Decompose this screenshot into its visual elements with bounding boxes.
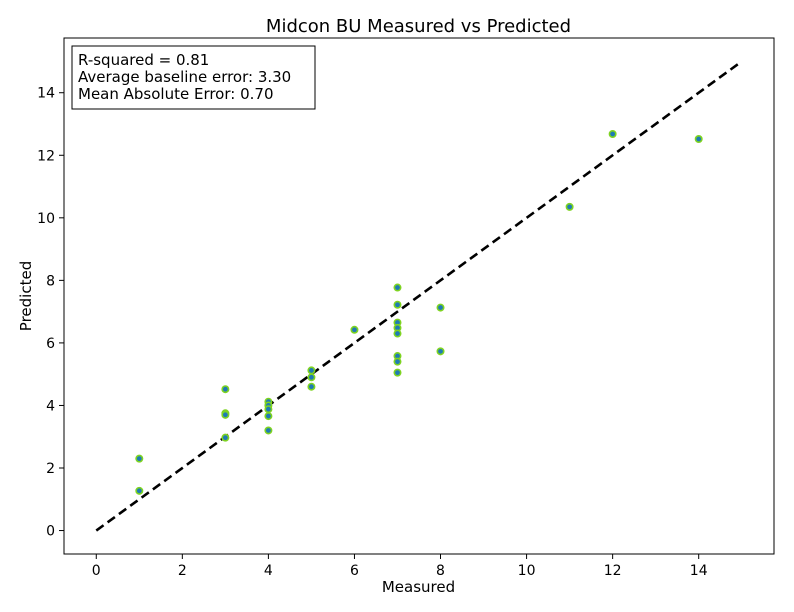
x-tick-label: 8 [436,563,445,579]
data-point [307,366,316,375]
x-tick-label: 10 [518,563,536,579]
data-point [221,410,230,419]
y-tick-label: 4 [46,398,55,414]
data-points [135,130,703,495]
data-point [350,325,359,334]
x-axis-ticks: 0 2 4 6 8 10 12 14 [92,554,708,579]
y-tick-label: 0 [46,524,55,540]
data-point [436,303,445,312]
data-point [135,486,144,495]
y-tick-label: 12 [37,148,55,164]
x-tick-label: 14 [690,563,708,579]
data-point [565,202,574,211]
data-point [393,283,402,292]
data-point [436,347,445,356]
data-point [393,300,402,309]
stats-baseline-error: Average baseline error: 3.30 [78,68,291,86]
chart-title: Midcon BU Measured vs Predicted [266,16,571,37]
y-tick-label: 8 [46,273,55,289]
data-point [393,357,402,366]
data-point [694,135,703,144]
x-axis-label: Measured [382,578,455,596]
stats-box-frame [71,45,316,110]
y-tick-label: 10 [37,211,55,227]
x-tick-label: 12 [604,563,622,579]
y-axis-label: Predicted [17,261,35,331]
data-point [307,373,316,382]
data-point [393,368,402,377]
stats-mae: Mean Absolute Error: 0.70 [78,85,273,103]
data-point [307,382,316,391]
y-tick-label: 14 [37,86,55,102]
data-point [221,433,230,442]
reference-line [95,60,743,532]
y-axis-ticks: 0 2 4 6 8 10 12 14 [37,86,64,540]
x-tick-label: 4 [264,563,273,579]
data-point [393,329,402,338]
stats-box: R-squared = 0.81 Average baseline error:… [71,45,316,110]
x-tick-label: 6 [350,563,359,579]
data-point [264,405,273,414]
data-point [608,130,617,139]
data-point [264,426,273,435]
data-point [264,412,273,421]
y-tick-label: 2 [46,461,55,477]
x-tick-label: 2 [178,563,187,579]
y-tick-label: 6 [46,336,55,352]
data-point [135,454,144,463]
data-point [221,385,230,394]
x-tick-label: 0 [92,563,101,579]
stats-r-squared: R-squared = 0.81 [78,51,209,69]
